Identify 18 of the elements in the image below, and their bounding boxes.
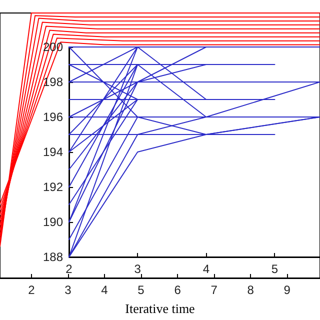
x-tick-label: 5 [271, 262, 278, 276]
x-tick-label: 2 [28, 283, 36, 297]
y-tick-label: 192 [42, 180, 64, 194]
x-tick-label: 7 [210, 283, 218, 297]
x-tick-label: 6 [174, 283, 182, 297]
y-tick-label: 194 [42, 145, 64, 159]
y-tick-label: 190 [42, 215, 64, 229]
x-tick-label: 4 [101, 283, 108, 297]
y-tick-label: 188 [42, 250, 64, 264]
x-tick-label: 3 [134, 262, 142, 276]
x-axis-title: Iterative time [125, 301, 196, 316]
x-tick-label: 5 [138, 283, 145, 297]
x-tick-label: 2 [66, 262, 73, 276]
x-tick-label: 4 [202, 262, 210, 276]
y-tick-label: 196 [42, 110, 64, 124]
x-tick-label: 3 [64, 283, 72, 297]
x-tick-label: 8 [247, 283, 254, 297]
x-tick-label: 9 [284, 283, 291, 297]
